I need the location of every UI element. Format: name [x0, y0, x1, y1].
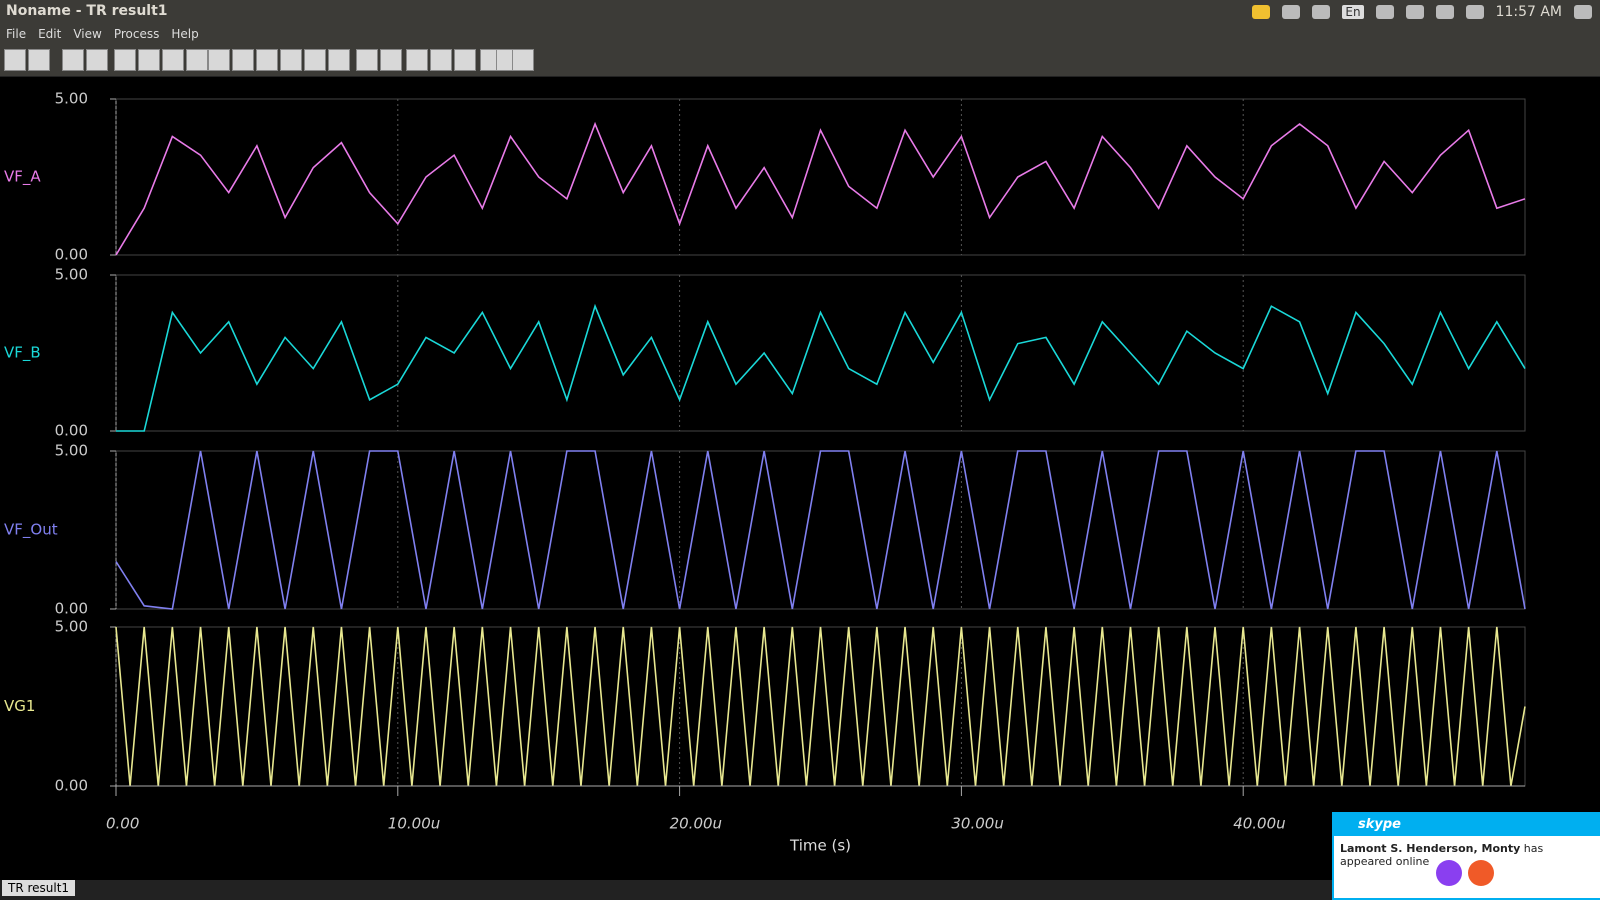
- waveform-view: 0.005.00VF_A0.005.00VF_B0.005.00VF_Out0.…: [4, 90, 1526, 855]
- x-axis-title: Time (s): [789, 837, 851, 855]
- toolbar-button[interactable]: [162, 49, 184, 71]
- trace-label: VF_B: [4, 344, 41, 363]
- y-tick-label: 5.00: [55, 442, 88, 460]
- x-tick-label: 10.00u: [388, 815, 440, 833]
- x-tick-label: 30.00u: [951, 815, 1003, 833]
- volume-icon[interactable]: [1465, 5, 1484, 19]
- toolbar-button[interactable]: [208, 49, 230, 71]
- plot-frame: [115, 626, 1526, 787]
- app-name: skype: [1358, 817, 1401, 832]
- menu-item[interactable]: Help: [171, 27, 199, 41]
- toolbar: [0, 44, 1600, 77]
- y-tick-label: 5.00: [55, 90, 88, 108]
- tab-bar: TR result1: [0, 880, 1600, 900]
- toolbar-button[interactable]: [256, 49, 278, 71]
- title-bar: Noname - TR result1 En 11:57 AM: [0, 0, 1600, 24]
- tray-icon[interactable]: [1282, 5, 1301, 19]
- toolbar-button[interactable]: [430, 49, 452, 71]
- bluetooth-icon[interactable]: [1375, 5, 1394, 19]
- menu-item[interactable]: View: [73, 27, 102, 41]
- chat-button[interactable]: [1468, 860, 1494, 886]
- notification-header: skype: [1334, 814, 1600, 836]
- toolbar-button[interactable]: [280, 49, 302, 71]
- toolbar-button[interactable]: [114, 49, 136, 71]
- toolbar-button[interactable]: [406, 49, 428, 71]
- toolbar-button[interactable]: [380, 49, 402, 71]
- y-tick-label: 0.00: [55, 246, 88, 264]
- y-tick-label: 5.00: [55, 618, 88, 636]
- x-tick-label: 0.00: [106, 815, 139, 833]
- mail-icon[interactable]: [1405, 5, 1424, 19]
- y-tick-label: 0.00: [55, 422, 88, 440]
- plot-frame: [115, 274, 1526, 432]
- toolbar-button[interactable]: [512, 49, 534, 71]
- toolbar-button[interactable]: [86, 49, 108, 71]
- wifi-icon[interactable]: [1312, 5, 1331, 19]
- toolbar-button[interactable]: [186, 49, 208, 71]
- call-button[interactable]: [1436, 860, 1462, 886]
- system-tray: En 11:57 AM: [1252, 0, 1600, 24]
- keyboard-indicator[interactable]: En: [1342, 5, 1364, 19]
- menu-item[interactable]: File: [6, 27, 27, 41]
- trace-label: VF_Out: [4, 521, 58, 540]
- tray-icon[interactable]: [1252, 5, 1271, 19]
- settings-icon[interactable]: [1574, 5, 1592, 19]
- x-tick-label: 20.00u: [670, 815, 722, 833]
- notification-message: Lamont S. Henderson, Monty has appeared …: [1334, 836, 1600, 868]
- toolbar-button[interactable]: [454, 49, 476, 71]
- trace: [115, 450, 1526, 610]
- plot-frame: [115, 98, 1526, 256]
- toolbar-button[interactable]: [356, 49, 378, 71]
- tab[interactable]: TR result1: [2, 880, 76, 896]
- battery-icon[interactable]: [1435, 5, 1454, 19]
- trace: [116, 303, 1526, 432]
- notification: skype Lamont S. Henderson, Monty has app…: [1332, 812, 1600, 900]
- toolbar-button[interactable]: [328, 49, 350, 71]
- trace-label: VF_A: [4, 168, 41, 187]
- y-tick-label: 5.00: [55, 266, 88, 284]
- x-tick-label: 40.00u: [1233, 815, 1285, 833]
- window-title: Noname - TR result1: [6, 3, 168, 19]
- trace: [115, 626, 1526, 787]
- trace-label: VG1: [4, 697, 35, 715]
- trace: [115, 121, 1526, 256]
- toolbar-button[interactable]: [232, 49, 254, 71]
- clock[interactable]: 11:57 AM: [1495, 4, 1562, 20]
- y-tick-label: 0.00: [55, 777, 88, 795]
- toolbar-button[interactable]: [304, 49, 326, 71]
- message-text: has appeared online: [1340, 842, 1544, 868]
- toolbar-button[interactable]: [138, 49, 160, 71]
- menu-item[interactable]: Process: [113, 27, 160, 41]
- toolbar-button[interactable]: [4, 49, 26, 71]
- toolbar-button[interactable]: [62, 49, 84, 71]
- toolbar-button[interactable]: [28, 49, 50, 71]
- y-tick-label: 0.00: [55, 600, 88, 618]
- menu-item[interactable]: Edit: [38, 27, 62, 41]
- contact-name: Lamont S. Henderson, Monty: [1340, 842, 1521, 855]
- menu-bar: File Edit View Process Help: [0, 24, 1600, 44]
